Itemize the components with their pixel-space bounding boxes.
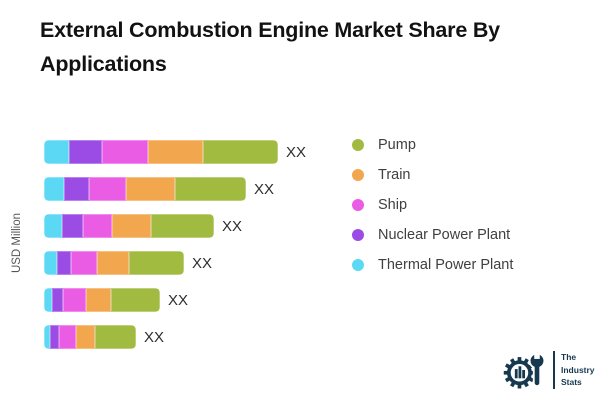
stacked-bar	[44, 140, 278, 164]
brand-logo: The Industry Stats	[501, 347, 595, 393]
bar-segment-nuclear-power-plant	[69, 140, 102, 164]
bar-row: XX	[44, 140, 306, 164]
chart-title: External Combustion Engine Market Share …	[40, 18, 500, 76]
legend: Pump Train Ship Nuclear Power Plant Thermal …	[352, 130, 513, 280]
bars-area: XX XX XX XX XX XX	[44, 140, 306, 362]
bar-segment-pump	[129, 251, 184, 275]
bar-segment-train	[86, 288, 111, 312]
legend-item-thermal-power-plant: Thermal Power Plant	[352, 250, 513, 280]
logo-text-line: Industry	[561, 364, 595, 375]
legend-item-train: Train	[352, 160, 513, 190]
bar-segment-thermal-power-plant	[44, 214, 62, 238]
bar-value-label: XX	[168, 291, 189, 309]
bar-value-label: XX	[254, 180, 275, 198]
bar-segment-thermal-power-plant	[44, 325, 50, 349]
stacked-bar	[44, 177, 246, 201]
bar-segment-train	[112, 214, 151, 238]
legend-item-ship: Ship	[352, 190, 513, 220]
legend-dot-icon	[352, 169, 364, 181]
bar-segment-train	[148, 140, 203, 164]
bar-segment-ship	[59, 325, 76, 349]
bar-row: XX	[44, 177, 306, 201]
logo-text-line: The	[561, 352, 577, 363]
legend-label: Thermal Power Plant	[378, 257, 514, 273]
gear-wrench-icon	[501, 347, 549, 393]
bar-segment-nuclear-power-plant	[57, 251, 71, 275]
legend-label: Ship	[378, 197, 408, 213]
bar-row: XX	[44, 214, 306, 238]
bar-segment-ship	[89, 177, 126, 201]
stacked-bar	[44, 214, 214, 238]
legend-item-nuclear-power-plant: Nuclear Power Plant	[352, 220, 513, 250]
bar-segment-train	[76, 325, 95, 349]
bar-value-label: XX	[286, 143, 307, 161]
bar-segment-nuclear-power-plant	[62, 214, 83, 238]
stacked-bar	[44, 325, 136, 349]
bar-segment-train	[97, 251, 129, 275]
bar-segment-ship	[63, 288, 86, 312]
stacked-bar	[44, 288, 160, 312]
legend-dot-icon	[352, 199, 364, 211]
bar-segment-nuclear-power-plant	[52, 288, 63, 312]
bar-row: XX	[44, 251, 306, 275]
legend-dot-icon	[352, 139, 364, 151]
bar-segment-pump	[95, 325, 136, 349]
bar-segment-pump	[151, 214, 214, 238]
bar-row: XX	[44, 288, 306, 312]
bar-segment-thermal-power-plant	[44, 288, 52, 312]
legend-label: Nuclear Power Plant	[378, 227, 511, 243]
y-axis-label: USD Million	[11, 212, 23, 274]
stacked-bar	[44, 251, 184, 275]
logo-wordmark: The Industry Stats	[561, 351, 595, 389]
bar-segment-thermal-power-plant	[44, 251, 57, 275]
legend-dot-icon	[352, 259, 364, 271]
bar-segment-pump	[111, 288, 160, 312]
bar-value-label: XX	[192, 254, 213, 272]
legend-dot-icon	[352, 229, 364, 241]
bar-row: XX	[44, 325, 306, 349]
logo-divider	[553, 351, 555, 389]
bar-segment-train	[126, 177, 175, 201]
bar-segment-nuclear-power-plant	[64, 177, 89, 201]
bar-segment-thermal-power-plant	[44, 140, 69, 164]
bar-segment-ship	[71, 251, 97, 275]
bar-segment-pump	[203, 140, 278, 164]
bar-segment-ship	[83, 214, 112, 238]
bar-segment-thermal-power-plant	[44, 177, 64, 201]
bar-segment-pump	[175, 177, 246, 201]
bar-segment-nuclear-power-plant	[50, 325, 59, 349]
bar-value-label: XX	[222, 217, 243, 235]
bar-segment-ship	[102, 140, 148, 164]
legend-item-pump: Pump	[352, 130, 513, 160]
bar-value-label: XX	[144, 328, 165, 346]
legend-label: Pump	[378, 137, 416, 153]
legend-label: Train	[378, 167, 411, 183]
logo-text-line: Stats	[561, 377, 582, 388]
